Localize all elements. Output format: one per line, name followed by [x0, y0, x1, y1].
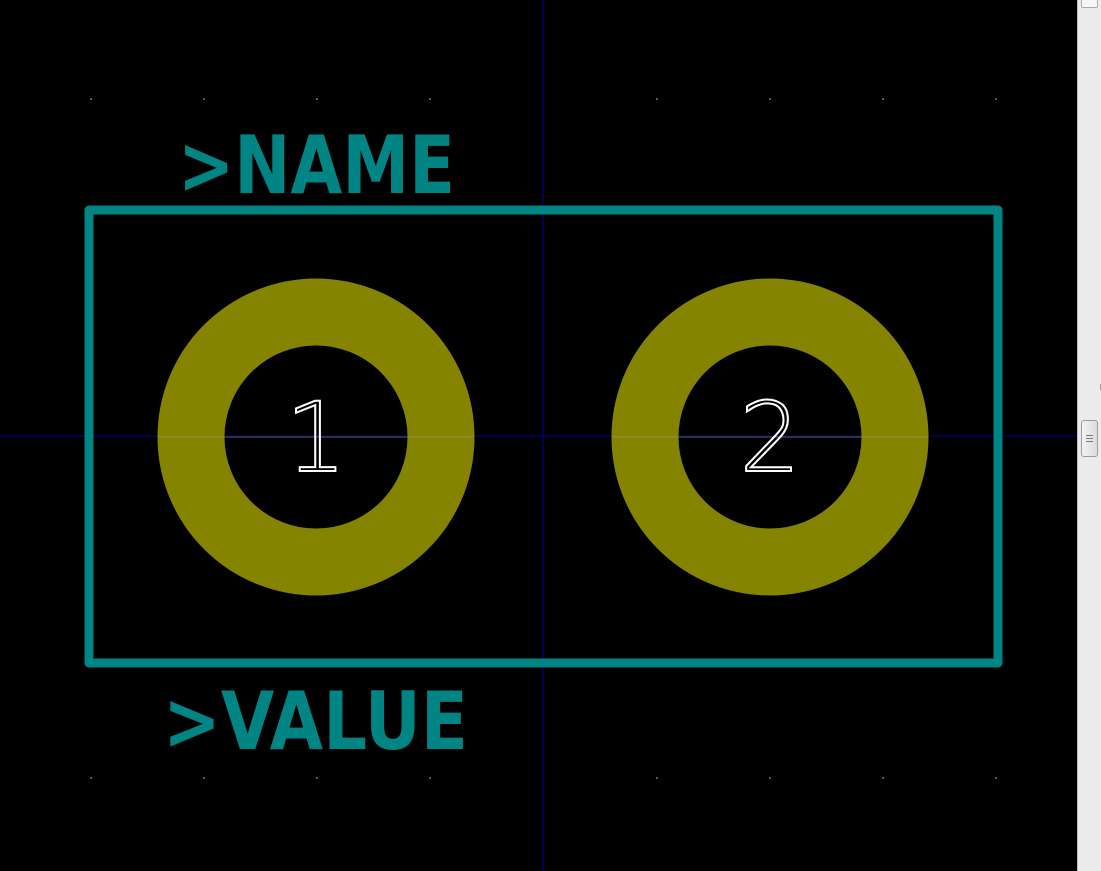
scroll-up-button[interactable] [1081, 0, 1098, 8]
grid-dots [90, 98, 997, 779]
pad-1[interactable]: 1 [157, 278, 475, 596]
pcb-canvas[interactable]: 1 2 >NAME >VALUE [0, 0, 1077, 871]
pad-1-number: 1 [285, 382, 346, 494]
silkscreen-outline[interactable] [84, 205, 1003, 668]
footprint-view[interactable]: 1 2 >NAME >VALUE [0, 0, 1077, 871]
pad-2-number: 2 [739, 382, 800, 494]
vertical-scrollbar[interactable] [1077, 0, 1101, 871]
pad-2[interactable]: 2 [611, 278, 929, 596]
scrollbar-thumb[interactable] [1081, 420, 1098, 457]
footprint-value-label[interactable]: >VALUE [163, 675, 468, 768]
footprint-name-label[interactable]: >NAME [178, 119, 455, 212]
